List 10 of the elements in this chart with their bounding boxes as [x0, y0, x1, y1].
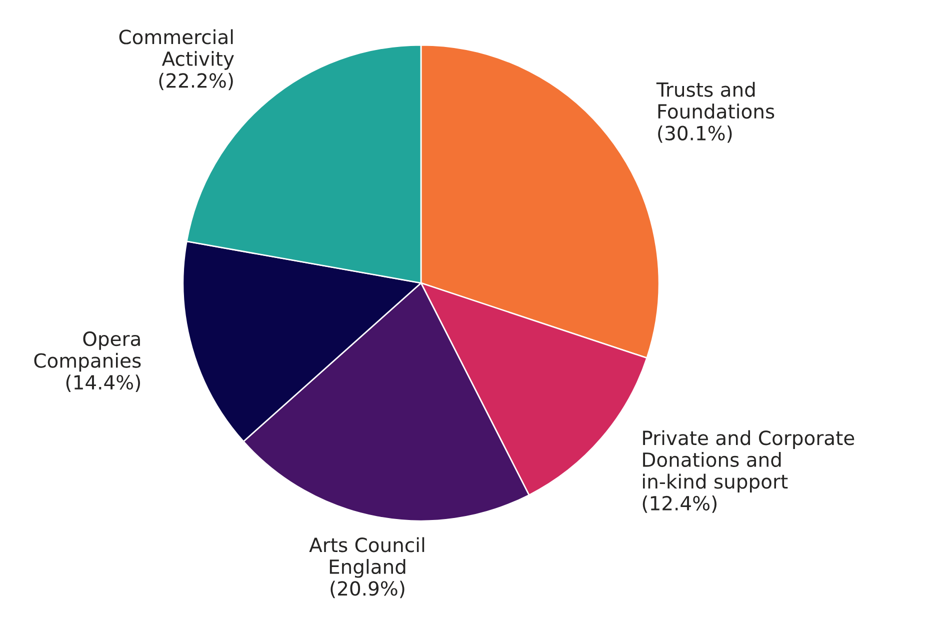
data-label: (30.1%)	[658, 125, 732, 143]
data-label: (12.4%)	[642, 496, 716, 513]
data-label: (14.4%)	[66, 374, 140, 392]
slice-label: Opera Companies	[34, 331, 141, 372]
slice-label: Trusts and Foundations	[656, 82, 774, 119]
data-label: (22.2%)	[159, 72, 233, 90]
slice-label: Commercial Activity	[119, 29, 234, 70]
slice-label: Arts Council England	[309, 537, 424, 578]
slice-label: Private and Corporate Donations and in-kind support	[643, 430, 854, 493]
data-label: (20.9%)	[330, 580, 404, 598]
